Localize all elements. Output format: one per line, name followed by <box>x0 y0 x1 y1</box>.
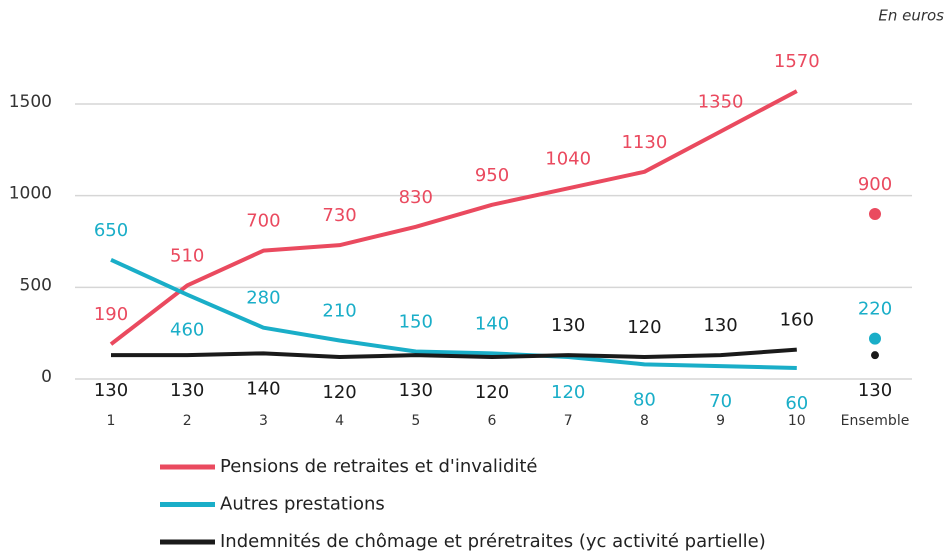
series-line <box>110 258 797 370</box>
total-dot <box>869 349 881 362</box>
data-label: 510 <box>170 245 204 266</box>
data-label: 190 <box>94 304 128 325</box>
legend-label: Autres prestations <box>220 494 385 515</box>
data-label: 120 <box>322 382 356 403</box>
data-label: 120 <box>627 317 661 338</box>
legend-label: Pensions de retraites et d'invalidité <box>220 456 538 477</box>
data-label: 1130 <box>621 132 667 153</box>
x-tick-label: 4 <box>335 413 344 429</box>
legend-label: Indemnités de chômage et préretraites (y… <box>220 531 766 552</box>
x-tick-label: 7 <box>564 413 573 429</box>
data-label: 140 <box>246 378 280 399</box>
data-label: 210 <box>322 300 356 321</box>
x-tick-label: 1 <box>107 413 116 429</box>
x-tick-label: 2 <box>183 413 192 429</box>
data-label: 950 <box>475 165 509 186</box>
total-dot <box>867 330 883 347</box>
data-label: 120 <box>551 382 585 403</box>
y-tick-label: 500 <box>20 275 52 295</box>
data-label: 1570 <box>774 51 820 72</box>
data-label: 280 <box>246 288 280 309</box>
data-label: 130 <box>399 380 433 401</box>
x-tick-label: Ensemble <box>841 413 910 429</box>
data-label: 1350 <box>698 91 744 112</box>
data-label: 130 <box>703 315 737 336</box>
data-label: 160 <box>780 310 814 331</box>
y-tick-label: 0 <box>41 367 52 387</box>
series-line <box>111 347 797 359</box>
y-tick-label: 1500 <box>9 92 52 112</box>
data-label: 700 <box>246 211 280 232</box>
data-label: 130 <box>858 380 892 401</box>
x-tick-label: 10 <box>788 413 806 429</box>
data-label: 130 <box>94 380 128 401</box>
data-label: 80 <box>633 389 656 410</box>
series-line <box>109 89 798 346</box>
total-dot <box>867 205 883 222</box>
data-label: 220 <box>858 299 892 320</box>
data-label: 130 <box>170 380 204 401</box>
data-label: 1040 <box>545 148 591 169</box>
data-label: 900 <box>858 174 892 195</box>
x-tick-label: 3 <box>259 413 268 429</box>
x-tick-label: 5 <box>411 413 420 429</box>
data-label: 150 <box>399 311 433 332</box>
x-tick-label: 9 <box>716 413 725 429</box>
data-label: 460 <box>170 320 204 341</box>
data-label: 830 <box>399 187 433 208</box>
data-label: 60 <box>785 393 808 414</box>
data-label: 130 <box>551 315 585 336</box>
data-label: 120 <box>475 382 509 403</box>
y-tick-label: 1000 <box>9 184 52 204</box>
data-label: 650 <box>94 220 128 241</box>
x-tick-label: 8 <box>640 413 649 429</box>
data-label: 730 <box>322 205 356 226</box>
unit-note: En euros <box>878 7 944 25</box>
data-label: 140 <box>475 313 509 334</box>
x-tick-label: 6 <box>488 413 497 429</box>
data-label: 70 <box>709 391 732 412</box>
